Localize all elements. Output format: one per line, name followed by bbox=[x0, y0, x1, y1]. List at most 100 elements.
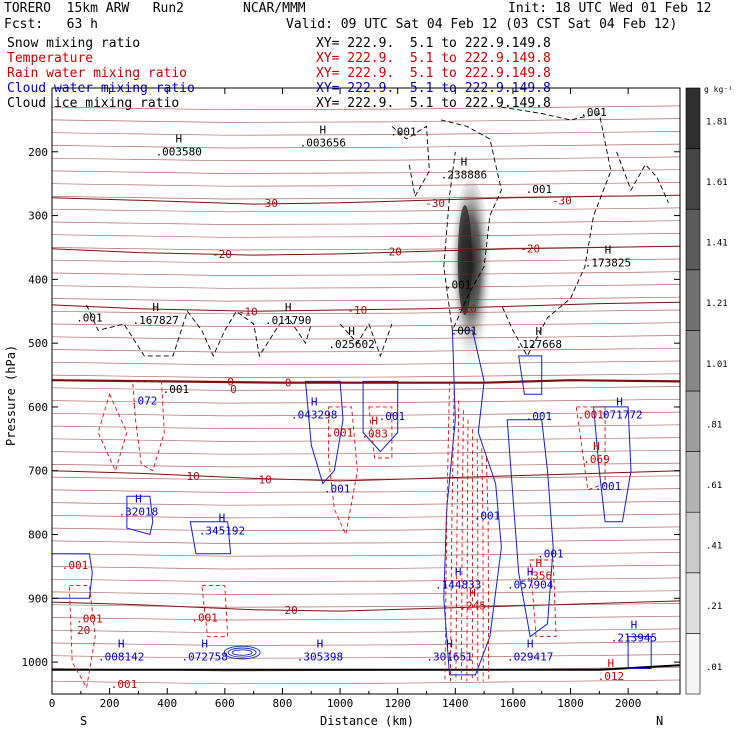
isotherm-minor bbox=[52, 194, 680, 200]
isotherm-line bbox=[52, 470, 680, 482]
max-value-label: .213945 bbox=[611, 632, 657, 645]
temperature-label: 0 bbox=[285, 377, 292, 390]
isotherm-minor bbox=[52, 118, 680, 123]
colorbar-label: .01 bbox=[706, 663, 722, 673]
temperature-label: -30 bbox=[552, 194, 572, 207]
rain-water-contour bbox=[68, 585, 96, 689]
contour-value-label: .001 bbox=[62, 559, 89, 572]
max-value-label: .32018 bbox=[119, 505, 159, 518]
isotherm-minor bbox=[52, 182, 680, 187]
contour-value-label: .001 bbox=[76, 613, 103, 626]
y-tick-label: 800 bbox=[28, 529, 48, 542]
rain-water-shaft bbox=[476, 438, 479, 682]
cloud-water-cell bbox=[223, 645, 261, 660]
snow-core bbox=[457, 205, 472, 316]
isotherm-minor bbox=[52, 590, 680, 595]
cloud-water-contour bbox=[52, 553, 93, 599]
y-tick-label: 700 bbox=[28, 465, 48, 478]
isotherm-minor bbox=[52, 156, 680, 162]
x-axis-label: Distance (km) bbox=[320, 714, 414, 728]
max-value-label: .008142 bbox=[98, 651, 144, 664]
x-tick-label: 400 bbox=[157, 697, 177, 710]
temperature-label: -30 bbox=[258, 197, 278, 210]
cloud-water-contour bbox=[593, 406, 632, 523]
cloud-water-contour bbox=[506, 419, 554, 638]
max-marker: H bbox=[175, 133, 182, 146]
rain-water-contour bbox=[368, 406, 393, 459]
max-value-label: .071772 bbox=[596, 408, 642, 421]
colorbar-bin bbox=[685, 148, 701, 210]
max-marker: H bbox=[317, 638, 324, 651]
rain-water-shaft bbox=[455, 400, 460, 682]
colorbar-bin bbox=[685, 511, 701, 574]
isotherm-minor bbox=[52, 615, 680, 621]
isotherm-minor bbox=[52, 347, 680, 353]
max-marker: H bbox=[118, 638, 125, 651]
contour-value-label: .001 bbox=[580, 106, 607, 119]
max-value-label: .025602 bbox=[328, 338, 374, 351]
colorbar-label: .61 bbox=[706, 481, 722, 491]
y-tick-label: 500 bbox=[28, 337, 48, 350]
x-tick-label: 1000 bbox=[327, 697, 354, 710]
y-tick-label: 900 bbox=[28, 592, 48, 605]
isotherm-minor bbox=[52, 526, 680, 532]
x-tick-label: 1200 bbox=[384, 697, 411, 710]
max-marker: H bbox=[536, 557, 543, 570]
isotherm-minor bbox=[52, 335, 680, 340]
max-value-label: .167827 bbox=[133, 314, 179, 327]
max-value-label: .011790 bbox=[265, 314, 311, 327]
isotherm-minor bbox=[52, 564, 680, 570]
isotherm-minor bbox=[52, 488, 680, 493]
isotherm-minor bbox=[52, 437, 680, 442]
isotherm-minor bbox=[52, 284, 680, 289]
isotherm-minor bbox=[52, 105, 680, 111]
max-value-label: .029417 bbox=[507, 651, 553, 664]
rain-water-contour bbox=[201, 585, 229, 638]
legend-xy: XY= 222.9. 5.1 to 222.9.149.8 bbox=[316, 66, 551, 81]
max-marker: H bbox=[135, 492, 142, 505]
isotherm-minor bbox=[52, 207, 680, 213]
isotherm-line bbox=[52, 245, 680, 256]
colorbar-bin bbox=[685, 451, 701, 513]
colorbar-bin bbox=[685, 572, 701, 634]
temperature-label: 20 bbox=[284, 604, 297, 617]
isotherm-minor bbox=[52, 552, 680, 557]
surface-line bbox=[52, 664, 680, 671]
temperature-label: -20 bbox=[520, 243, 540, 256]
isotherm-minor bbox=[52, 373, 680, 378]
colorbar-bin bbox=[685, 87, 701, 149]
temperature-label: 20 bbox=[77, 624, 90, 637]
temperature-label: -20 bbox=[382, 245, 402, 258]
x-tick-label: 1600 bbox=[500, 697, 527, 710]
max-marker: H bbox=[608, 657, 615, 670]
colorbar-label: .21 bbox=[706, 602, 722, 612]
max-value-label: .069 bbox=[583, 453, 610, 466]
temperature-label: -10 bbox=[238, 305, 258, 318]
cloud-ice-contour bbox=[440, 119, 502, 333]
isotherm-minor bbox=[52, 296, 680, 302]
max-value-label: .301651 bbox=[426, 651, 472, 664]
contour-value-label: .001 bbox=[379, 410, 406, 423]
isotherm-minor bbox=[52, 501, 680, 506]
rain-water-contour bbox=[529, 559, 557, 638]
org-label: NCAR/MMM bbox=[243, 1, 306, 16]
x-end-left-label: S bbox=[80, 714, 88, 728]
max-marker: H bbox=[371, 414, 378, 427]
legend-entry: Snow mixing ratio bbox=[7, 36, 141, 51]
colorbar-label: 1.01 bbox=[706, 360, 728, 370]
max-value-label: .012 bbox=[598, 670, 625, 683]
max-value-label: .127668 bbox=[516, 338, 562, 351]
max-marker: H bbox=[536, 325, 543, 338]
x-tick-label: 0 bbox=[49, 697, 56, 710]
max-value-label: .356 bbox=[526, 570, 553, 583]
isotherm-minor bbox=[52, 603, 680, 608]
colorbar-label: 1.81 bbox=[706, 117, 728, 127]
isotherm-line bbox=[52, 600, 680, 612]
max-marker: H bbox=[311, 395, 318, 408]
isotherm-line bbox=[52, 301, 680, 312]
max-value-label: .144833 bbox=[435, 579, 481, 592]
max-value-label: .083 bbox=[361, 427, 388, 440]
colorbar-label: 1.21 bbox=[706, 299, 728, 309]
isotherm-minor bbox=[52, 220, 680, 225]
rain-water-shaft bbox=[449, 390, 455, 682]
